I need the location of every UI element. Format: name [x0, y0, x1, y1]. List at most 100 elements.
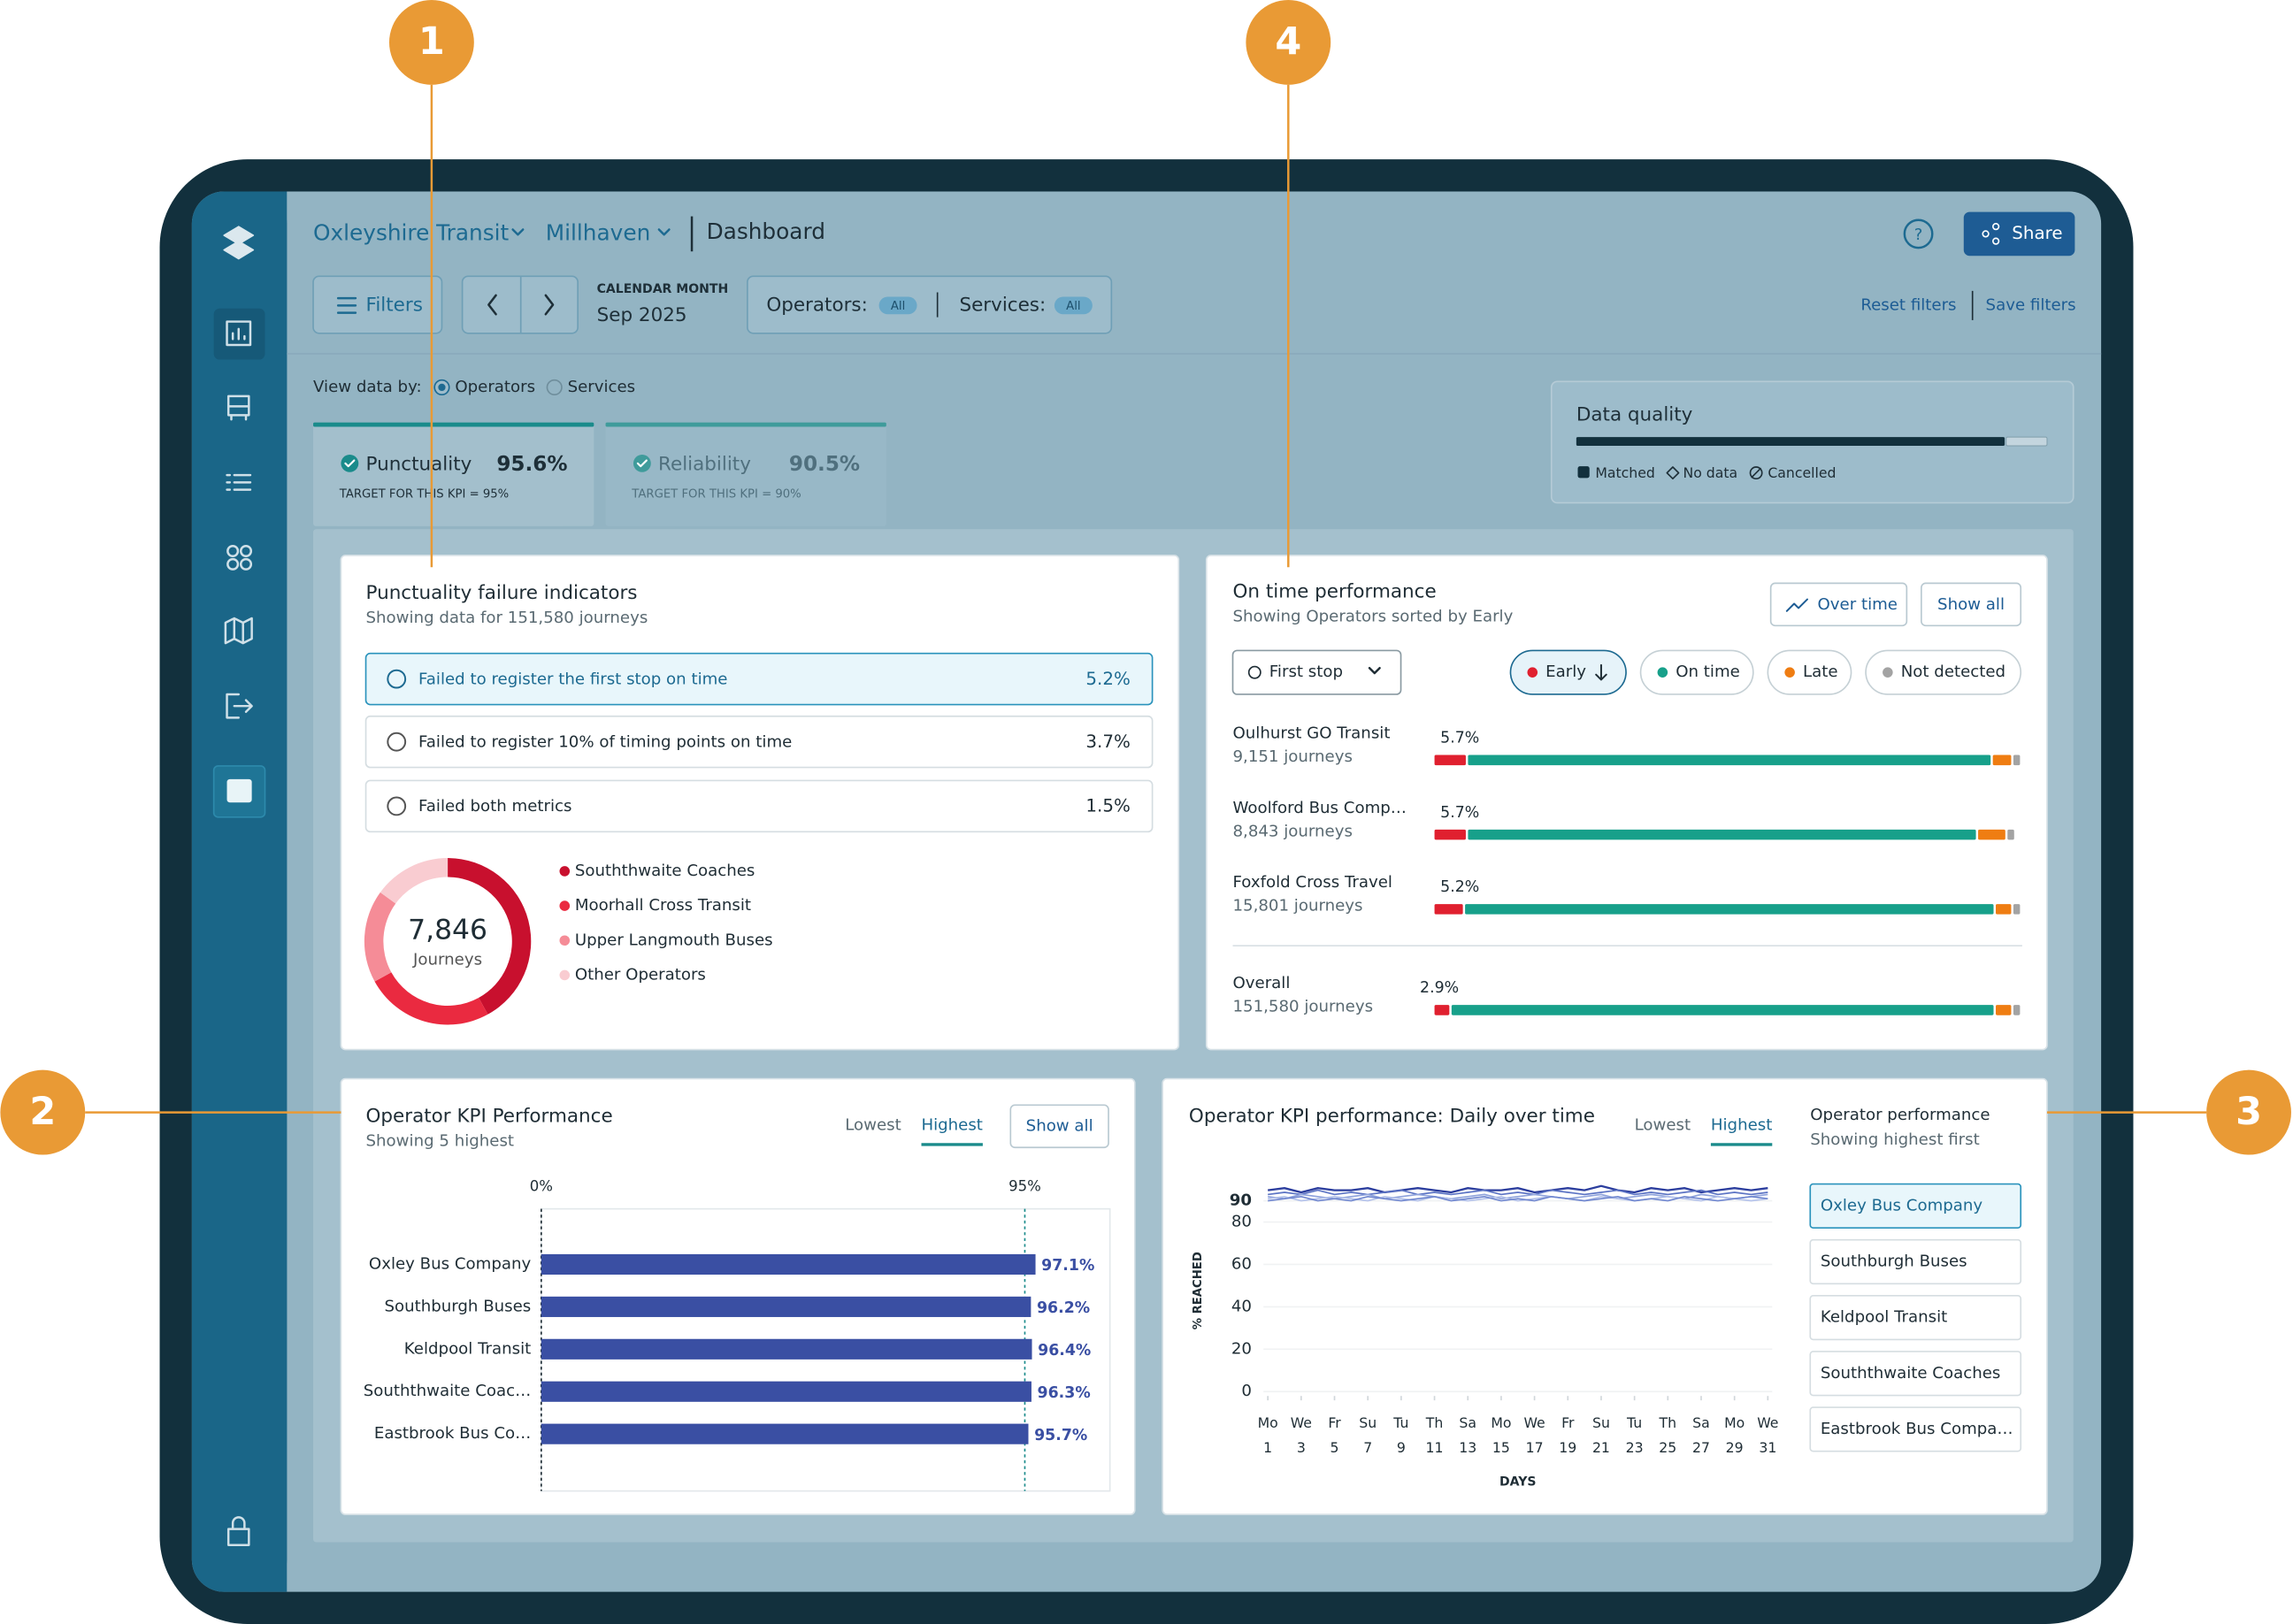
x-tick-label: 3 — [1297, 1439, 1306, 1456]
sidebar-edge — [249, 191, 288, 1592]
show-all-button[interactable] — [1009, 1104, 1109, 1149]
x-tick-label: 9 — [1397, 1439, 1406, 1456]
share-button[interactable] — [1963, 211, 2075, 257]
org-selector[interactable]: Oxleyshire Transit — [313, 219, 509, 245]
callout-badge — [0, 1069, 86, 1155]
card-title: Operator KPI Performance — [366, 1106, 613, 1128]
legend-item[interactable] — [1809, 1406, 2022, 1452]
indicator-row[interactable] — [364, 715, 1154, 769]
button-label[interactable]: Show all — [1026, 1116, 1093, 1135]
indicator-icon — [387, 796, 407, 816]
operator-name: Overall — [1233, 974, 1291, 992]
bar — [541, 1296, 1031, 1317]
donut-segment — [364, 892, 396, 982]
value-label: 95.7% — [1034, 1427, 1087, 1444]
filter-chip[interactable] — [1509, 649, 1627, 695]
y-tick-label: 80 — [1231, 1213, 1252, 1231]
toggle[interactable]: Highest — [1711, 1115, 1772, 1134]
legend-label[interactable]: Early — [1545, 663, 1586, 681]
y-tick-label: 40 — [1231, 1297, 1252, 1315]
y-axis-label: % REACHED — [1192, 1252, 1205, 1329]
toggle[interactable]: Highest — [921, 1115, 982, 1134]
dropdown[interactable] — [1231, 649, 1402, 695]
filters-button[interactable] — [312, 275, 443, 334]
bar-segment — [1434, 1005, 1450, 1015]
legend-item[interactable] — [1809, 1295, 2022, 1341]
filter-chip[interactable] — [1767, 649, 1852, 695]
x-tick-label: 23 — [1626, 1439, 1644, 1456]
operators-value: All — [891, 300, 905, 313]
button-label[interactable]: Show all — [1937, 595, 2005, 614]
nav-icon — [226, 473, 252, 491]
filters-label[interactable]: Filters — [366, 294, 423, 316]
legend-label[interactable]: On time — [1676, 663, 1740, 681]
tab-indicator — [605, 422, 886, 427]
x-tick-label: 21 — [1592, 1439, 1610, 1456]
x-tick-label: 7 — [1363, 1439, 1372, 1456]
legend-label[interactable]: Keldpool Transit — [1821, 1308, 1947, 1327]
prev-month — [487, 294, 497, 316]
over-time-button[interactable] — [1769, 582, 1908, 627]
filter-chip[interactable] — [1865, 649, 2022, 695]
card-subtitle: Showing Operators sorted by Early — [1233, 607, 1514, 625]
page-title: Dashboard — [707, 218, 825, 244]
indicator-icon — [387, 732, 407, 752]
legend-label[interactable]: Souththwaite Coaches — [1821, 1364, 2001, 1383]
dropdown-label[interactable]: First stop — [1269, 663, 1343, 681]
view-option[interactable]: Operators — [455, 378, 535, 396]
kpi-tab[interactable] — [313, 422, 594, 526]
legend-label[interactable]: Southburgh Buses — [1821, 1252, 1967, 1270]
toggle[interactable]: Lowest — [845, 1115, 901, 1134]
legend-item[interactable] — [1809, 1238, 2022, 1285]
legend-label[interactable]: Not detected — [1901, 663, 2005, 681]
legend-label[interactable]: Eastbrook Bus Compa… — [1821, 1420, 2013, 1438]
view-option[interactable]: Services — [568, 378, 636, 396]
x-tick-label: 25 — [1659, 1439, 1676, 1456]
button-label[interactable]: Over time — [1818, 595, 1898, 614]
donut-label: Journeys — [412, 951, 482, 969]
donut-segment — [374, 972, 488, 1025]
category-label: Souththwaite Coac… — [364, 1382, 532, 1400]
legend-swatch — [559, 866, 571, 877]
share-icon — [1992, 237, 2000, 245]
indicator-row[interactable] — [364, 652, 1154, 706]
logo — [223, 226, 255, 260]
bar-segment — [1434, 755, 1466, 766]
nav-icon — [226, 544, 240, 558]
save-filters[interactable]: Save filters — [1986, 295, 2076, 314]
matched-bar — [1576, 437, 2005, 447]
filter-chip[interactable] — [1639, 649, 1754, 695]
bar-segment — [1434, 829, 1466, 840]
operator-name: Foxfold Cross Travel — [1233, 873, 1392, 892]
x-tick-label: 13 — [1459, 1439, 1476, 1456]
indicator-row[interactable] — [364, 779, 1154, 833]
kpi-tab[interactable] — [605, 422, 886, 526]
x-tick-day: Sa — [1692, 1414, 1710, 1431]
legend-item[interactable] — [1809, 1183, 2022, 1229]
indicator-text: Failed to register the first stop on tim… — [418, 670, 727, 688]
share-label[interactable]: Share — [2012, 223, 2062, 243]
help-label[interactable]: ? — [1914, 226, 1923, 244]
indicator-text: Failed both metrics — [418, 797, 571, 816]
legend-swatch — [1666, 466, 1680, 480]
operators-label: Operators: — [766, 294, 868, 316]
show-all-button[interactable] — [1921, 582, 2022, 627]
legend-swatch — [559, 969, 571, 981]
help-button — [1903, 218, 1934, 249]
legend-label[interactable]: Late — [1803, 663, 1838, 681]
value-label: 5.7% — [1440, 804, 1479, 822]
legend-swatch — [1527, 667, 1538, 678]
region-selector[interactable]: Millhaven — [546, 219, 650, 245]
bar-segment — [1465, 904, 1994, 915]
scope-filter[interactable] — [747, 275, 1113, 334]
operator-name: Woolford Bus Comp… — [1233, 799, 1407, 817]
toggle[interactable]: Lowest — [1635, 1115, 1691, 1134]
legend-item[interactable] — [1809, 1351, 2022, 1397]
legend-title: Operator performance — [1810, 1106, 1990, 1124]
legend-label[interactable]: Oxley Bus Company — [1821, 1196, 1983, 1214]
view-by-label: View data by: — [313, 378, 422, 396]
legend-swatch — [1657, 667, 1668, 678]
bar-segment — [1995, 1005, 2012, 1015]
operator-name: Oulhurst GO Transit — [1233, 724, 1391, 743]
reset-filters[interactable]: Reset filters — [1860, 295, 1956, 314]
